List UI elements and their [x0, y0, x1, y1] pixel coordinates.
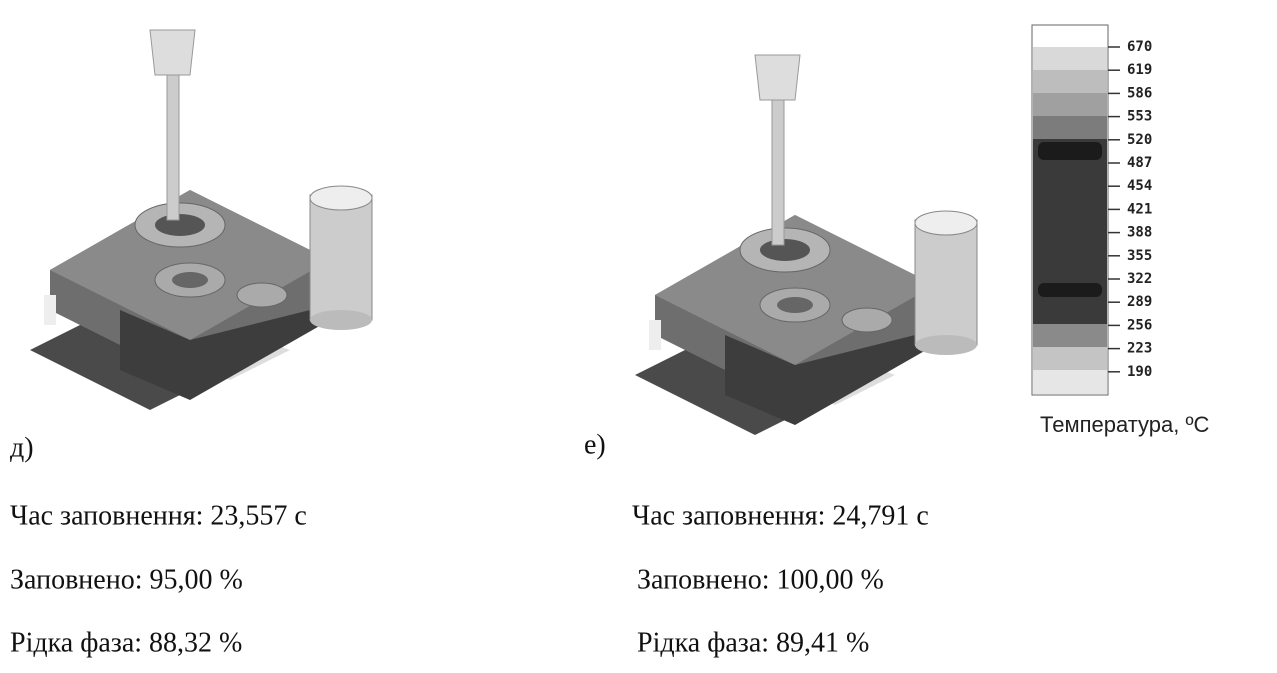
legend-tick-label: 223 — [1127, 341, 1152, 357]
legend-tick-label: 586 — [1127, 85, 1152, 101]
caption-line: Час заповнення: 23,557 с — [10, 500, 307, 531]
legend-tick-label: 619 — [1127, 62, 1152, 78]
figure: Температура, ºC д) е) Час заповнення: 23… — [0, 0, 1277, 673]
legend-tick-label: 388 — [1127, 225, 1152, 241]
legend-tick-label: 487 — [1127, 155, 1152, 171]
panel-label: д) — [10, 432, 34, 463]
legend-title: Температура, ºC — [1040, 412, 1210, 437]
legend-tick-label: 553 — [1127, 109, 1152, 125]
legend-tick-label: 322 — [1127, 271, 1152, 287]
simulation-render — [30, 30, 372, 410]
caption-line: Заповнено: 95,00 % — [10, 564, 243, 595]
caption-line: Час заповнення: 24,791 с — [632, 500, 929, 531]
caption-line: Заповнено: 100,00 % — [637, 564, 884, 595]
simulation-render — [635, 55, 977, 435]
legend-bar — [1032, 25, 1108, 395]
legend-tick-label: 454 — [1127, 178, 1152, 194]
panel-label: е) — [584, 429, 606, 460]
legend-tick-label: 670 — [1127, 39, 1152, 55]
legend-tick-label: 289 — [1127, 294, 1152, 310]
caption-line: Рідка фаза: 88,32 % — [10, 627, 242, 658]
caption-line: Рідка фаза: 89,41 % — [637, 627, 869, 658]
legend-tick-label: 421 — [1127, 201, 1152, 217]
legend-tick-label: 520 — [1127, 132, 1152, 148]
legend-tick-label: 256 — [1127, 317, 1152, 333]
page: Температура, ºC д) е) Час заповнення: 23… — [0, 0, 1277, 673]
legend-tick-label: 355 — [1127, 248, 1152, 264]
legend-tick-label: 190 — [1127, 364, 1152, 380]
